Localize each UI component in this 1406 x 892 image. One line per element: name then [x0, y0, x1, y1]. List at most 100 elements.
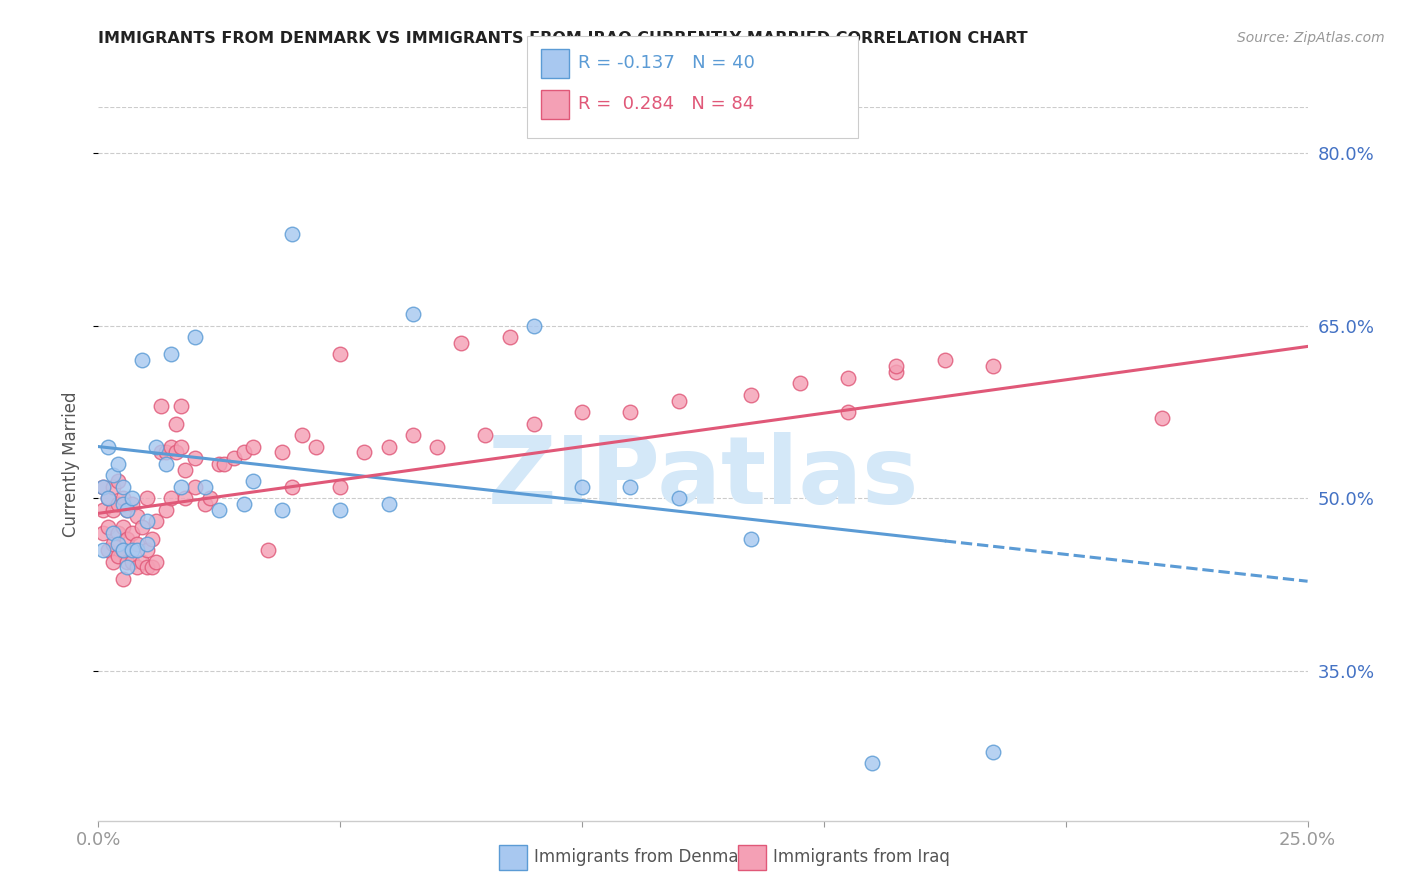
Point: [107, 457, 129, 471]
Text: Immigrants from Iraq: Immigrants from Iraq: [773, 848, 950, 866]
Point: [117, 532, 139, 546]
Point: [135, 543, 157, 558]
Point: [101, 555, 124, 569]
Point: [101, 480, 124, 494]
Point: [127, 560, 149, 574]
Point: [789, 376, 811, 391]
Point: [91, 543, 114, 558]
Point: [135, 537, 157, 551]
Point: [165, 417, 187, 431]
Point: [222, 451, 245, 466]
Point: [377, 497, 399, 511]
Point: [135, 491, 157, 506]
Point: [305, 440, 328, 454]
Point: [107, 537, 129, 551]
Point: [169, 399, 191, 413]
Point: [981, 745, 1004, 759]
Point: [353, 445, 375, 459]
Point: [111, 480, 134, 494]
Point: [242, 440, 264, 454]
Point: [860, 756, 883, 770]
Point: [242, 474, 264, 488]
Point: [329, 480, 352, 494]
Point: [571, 480, 593, 494]
Point: [208, 457, 231, 471]
Point: [886, 359, 908, 373]
Point: [169, 440, 191, 454]
Text: IMMIGRANTS FROM DENMARK VS IMMIGRANTS FROM IRAQ CURRENTLY MARRIED CORRELATION CH: IMMIGRANTS FROM DENMARK VS IMMIGRANTS FR…: [98, 31, 1028, 46]
Point: [111, 497, 134, 511]
Point: [160, 440, 183, 454]
Point: [981, 359, 1004, 373]
Point: [127, 537, 149, 551]
Point: [111, 520, 134, 534]
Point: [271, 503, 294, 517]
Point: [256, 543, 278, 558]
Point: [117, 503, 139, 517]
Point: [107, 525, 129, 540]
Point: [107, 549, 129, 563]
Point: [198, 491, 221, 506]
Point: [174, 462, 197, 476]
Point: [450, 336, 472, 351]
Point: [619, 480, 641, 494]
Text: Source: ZipAtlas.com: Source: ZipAtlas.com: [1237, 31, 1385, 45]
Point: [402, 307, 425, 321]
Point: [121, 543, 143, 558]
Point: [934, 353, 956, 368]
Point: [184, 330, 207, 344]
Point: [837, 370, 859, 384]
Point: [141, 560, 163, 574]
Point: [740, 388, 762, 402]
Point: [523, 417, 546, 431]
Point: [523, 318, 546, 333]
Point: [91, 503, 114, 517]
Point: [91, 525, 114, 540]
Point: [160, 491, 183, 506]
Point: [474, 428, 496, 442]
Text: R = -0.137   N = 40: R = -0.137 N = 40: [578, 54, 755, 72]
Point: [97, 440, 120, 454]
Point: [426, 440, 449, 454]
Point: [194, 480, 217, 494]
Point: [131, 555, 153, 569]
Point: [101, 468, 124, 483]
Point: [131, 520, 153, 534]
Point: [91, 480, 114, 494]
Point: [141, 532, 163, 546]
Point: [121, 525, 143, 540]
Text: R =  0.284   N = 84: R = 0.284 N = 84: [578, 95, 754, 113]
Point: [329, 503, 352, 517]
Point: [101, 503, 124, 517]
Point: [169, 480, 191, 494]
Point: [212, 457, 235, 471]
Point: [155, 503, 177, 517]
Point: [571, 405, 593, 419]
Point: [281, 480, 304, 494]
Point: [101, 525, 124, 540]
Point: [377, 440, 399, 454]
Point: [117, 555, 139, 569]
Point: [135, 560, 157, 574]
Point: [184, 480, 207, 494]
Point: [121, 491, 143, 506]
Point: [619, 405, 641, 419]
Point: [184, 451, 207, 466]
Point: [1152, 410, 1174, 425]
Point: [194, 497, 217, 511]
Point: [121, 497, 143, 511]
Point: [329, 347, 352, 361]
Point: [668, 491, 690, 506]
Point: [117, 503, 139, 517]
Point: [145, 440, 167, 454]
Point: [740, 532, 762, 546]
Point: [111, 543, 134, 558]
Point: [150, 445, 173, 459]
Point: [145, 555, 167, 569]
Point: [886, 365, 908, 379]
Point: [174, 491, 197, 506]
Point: [271, 445, 294, 459]
Point: [111, 491, 134, 506]
Point: [101, 537, 124, 551]
Point: [97, 491, 120, 506]
